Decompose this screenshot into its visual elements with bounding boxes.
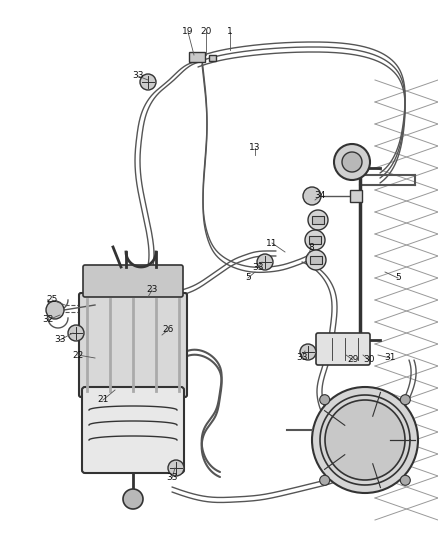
Circle shape	[123, 489, 143, 509]
Circle shape	[320, 395, 330, 405]
FancyBboxPatch shape	[316, 333, 370, 365]
Text: 31: 31	[384, 353, 396, 362]
Circle shape	[140, 74, 156, 90]
Circle shape	[306, 250, 326, 270]
Circle shape	[320, 475, 330, 486]
FancyBboxPatch shape	[82, 387, 184, 473]
Text: 8: 8	[308, 244, 314, 253]
Text: 1: 1	[227, 28, 233, 36]
Text: 25: 25	[46, 295, 58, 304]
Text: 22: 22	[72, 351, 84, 359]
Text: 5: 5	[245, 273, 251, 282]
Text: 33: 33	[252, 263, 264, 272]
Circle shape	[400, 395, 410, 405]
Circle shape	[312, 387, 418, 493]
Circle shape	[46, 301, 64, 319]
Circle shape	[168, 460, 184, 476]
Circle shape	[334, 144, 370, 180]
Bar	[310, 256, 322, 264]
Circle shape	[342, 152, 362, 172]
Bar	[189, 52, 205, 62]
Circle shape	[303, 187, 321, 205]
Text: 29: 29	[347, 356, 359, 365]
Circle shape	[400, 475, 410, 486]
Text: 20: 20	[200, 28, 212, 36]
Circle shape	[308, 210, 328, 230]
Text: 30: 30	[363, 356, 375, 365]
Text: 33: 33	[54, 335, 66, 344]
Circle shape	[325, 400, 405, 480]
Circle shape	[68, 325, 84, 341]
Bar	[350, 190, 362, 202]
FancyBboxPatch shape	[83, 265, 183, 297]
FancyBboxPatch shape	[79, 293, 187, 397]
Text: 11: 11	[266, 238, 278, 247]
Text: 33: 33	[132, 71, 144, 80]
Circle shape	[257, 254, 273, 270]
Text: 33: 33	[166, 473, 178, 482]
Circle shape	[300, 344, 316, 360]
Bar	[209, 55, 216, 61]
Text: 13: 13	[249, 143, 261, 152]
Text: 19: 19	[182, 28, 194, 36]
Text: 21: 21	[97, 395, 109, 405]
Circle shape	[305, 230, 325, 250]
Bar	[309, 236, 321, 244]
Text: 23: 23	[146, 286, 158, 295]
Bar	[312, 216, 324, 224]
Text: 5: 5	[395, 273, 401, 282]
Text: 26: 26	[162, 326, 174, 335]
Text: 34: 34	[314, 191, 326, 200]
Text: 32: 32	[42, 316, 54, 325]
Text: 33: 33	[296, 353, 308, 362]
